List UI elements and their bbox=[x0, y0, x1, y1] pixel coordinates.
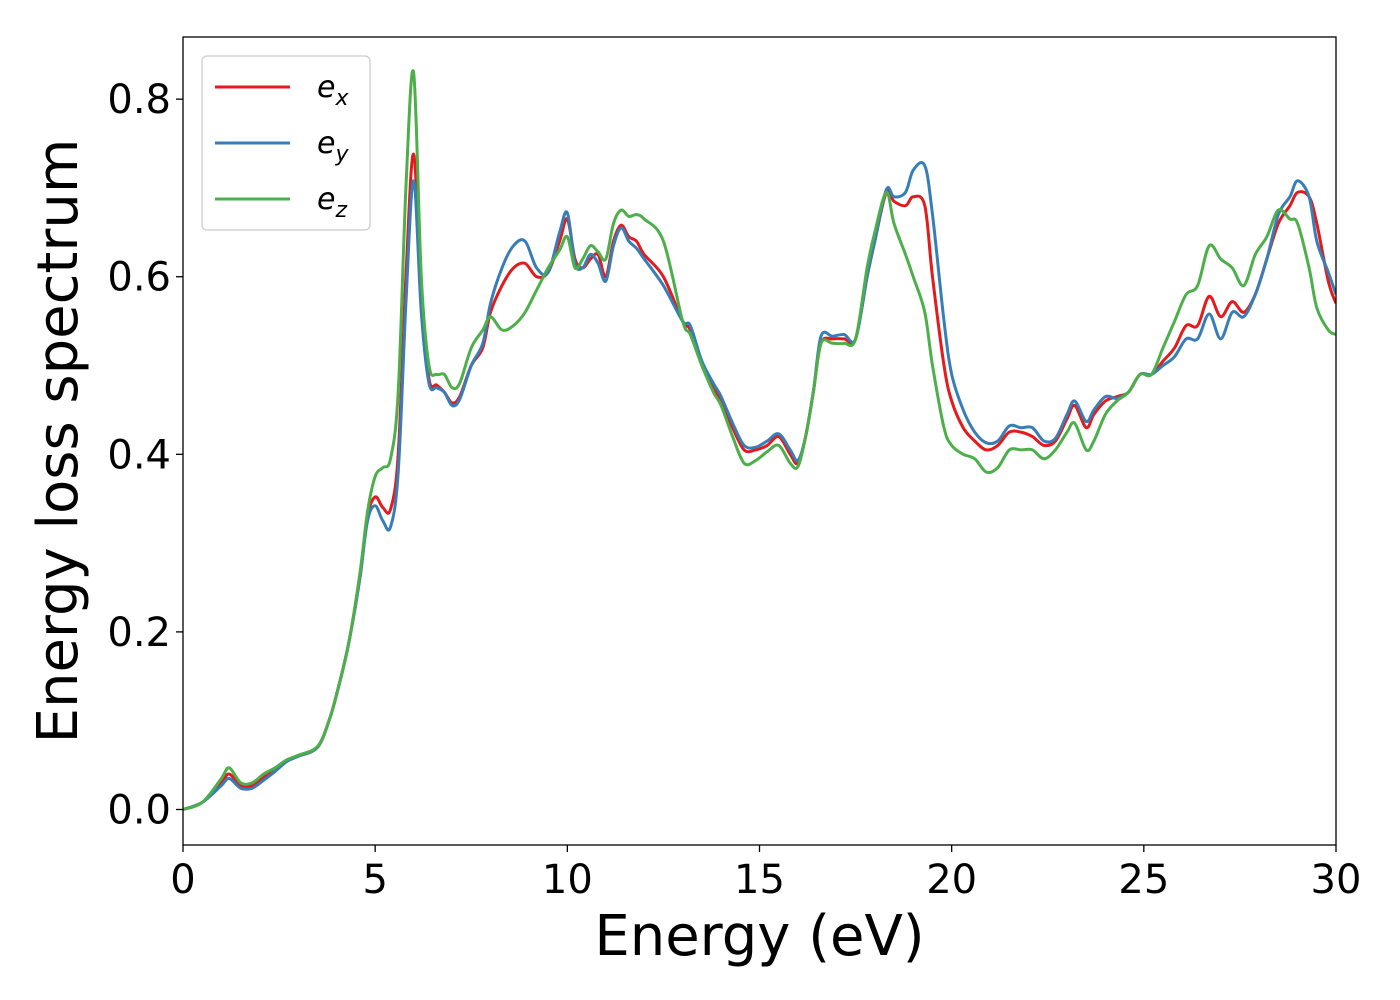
y-tick-label: 0.6 bbox=[107, 255, 171, 301]
legend-label-y: ey bbox=[317, 126, 349, 167]
legend-label-subscript: x bbox=[334, 86, 349, 111]
x-axis-label: Energy (eV) bbox=[594, 904, 924, 969]
series-layer bbox=[183, 69, 1336, 811]
y-axis-ticks: 0.0 0.2 0.4 0.6 0.8 bbox=[107, 77, 183, 833]
y-tick-label: 0.4 bbox=[107, 432, 171, 478]
legend-label-subscript: z bbox=[334, 198, 347, 223]
x-tick-label: 30 bbox=[1311, 857, 1362, 903]
y-axis-label: Energy loss spectrum bbox=[26, 139, 91, 744]
series-line-y bbox=[183, 161, 1336, 811]
x-tick-label: 10 bbox=[542, 857, 593, 903]
x-tick-label: 20 bbox=[926, 857, 977, 903]
x-tick-label: 5 bbox=[362, 857, 387, 903]
y-tick-label: 0.8 bbox=[107, 77, 171, 123]
series-line-z bbox=[183, 69, 1336, 811]
x-tick-label: 15 bbox=[734, 857, 785, 903]
x-tick-label: 25 bbox=[1118, 857, 1169, 903]
y-tick-label: 0.2 bbox=[107, 610, 171, 656]
legend-label-base: e bbox=[317, 70, 335, 105]
legend-label-base: e bbox=[317, 182, 335, 217]
legend-label-x: ex bbox=[317, 70, 349, 111]
legend-label-base: e bbox=[317, 126, 335, 161]
legend-label-subscript: y bbox=[334, 142, 349, 167]
x-axis-ticks: 0 5 10 15 20 25 30 bbox=[170, 845, 1361, 903]
x-tick-label: 0 bbox=[170, 857, 195, 903]
legend-label-z: ez bbox=[317, 182, 347, 223]
y-tick-label: 0.0 bbox=[107, 787, 171, 833]
series-line-x bbox=[183, 152, 1336, 811]
